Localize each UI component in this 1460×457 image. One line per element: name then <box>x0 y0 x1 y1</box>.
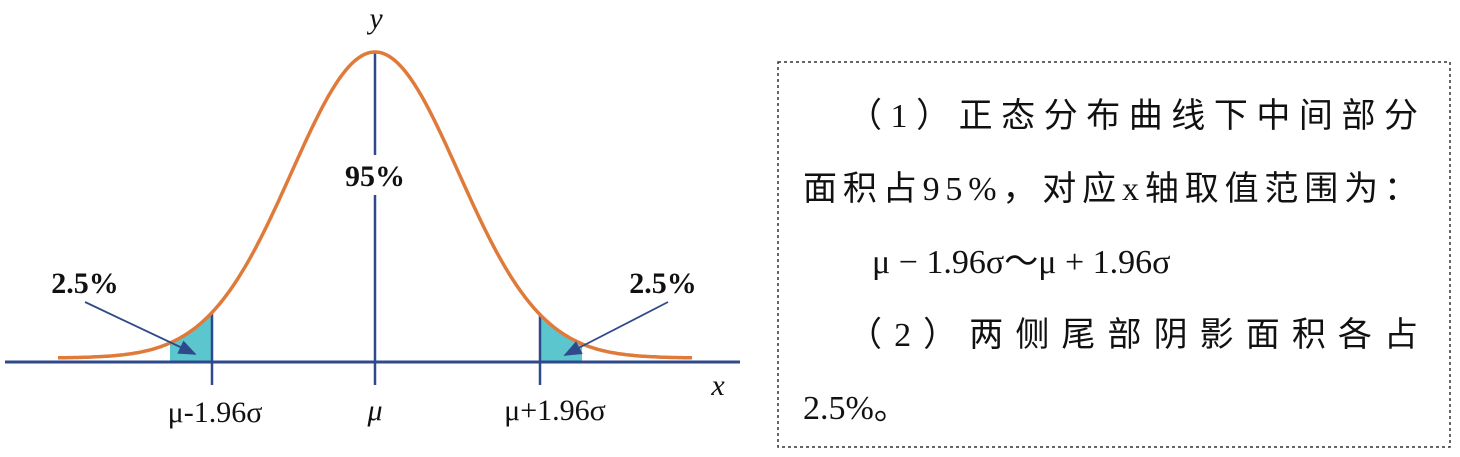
right-tail-label: 2.5% <box>629 267 697 300</box>
tick-label: μ+1.96σ <box>504 394 606 427</box>
label-bg <box>338 155 412 195</box>
left-tail-label: 2.5% <box>51 267 119 300</box>
text-line: 2.5%。 <box>803 390 908 427</box>
center-area-label: 95% <box>345 160 405 193</box>
text-line: （2）两侧尾部阴影面积各占 <box>848 316 1418 354</box>
x-axis-label: x <box>710 369 725 402</box>
text-box <box>777 61 1451 448</box>
text-line: （1）正态分布曲线下中间部分 <box>848 97 1418 135</box>
text-line: 面积占95%，对应x轴取值范围为： <box>803 170 1418 208</box>
normal-curve <box>58 50 692 360</box>
y-axis-label: y <box>366 2 383 35</box>
arrow <box>84 301 197 355</box>
tick-label: μ <box>366 394 382 427</box>
text-line: μ − 1.96σ～μ + 1.96σ <box>872 244 1170 281</box>
arrow <box>563 301 669 356</box>
tick-label: μ-1.96σ <box>168 396 263 429</box>
